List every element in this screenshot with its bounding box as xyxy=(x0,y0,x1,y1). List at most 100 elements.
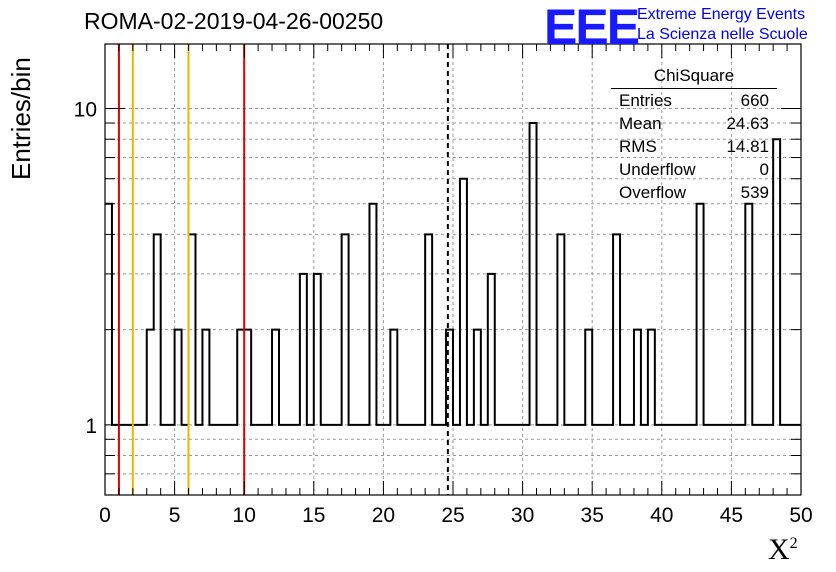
eee-logo: EEE xyxy=(544,0,640,55)
histogram-bin xyxy=(314,274,321,495)
histogram-bin xyxy=(474,330,481,495)
histogram-bin xyxy=(182,425,189,495)
histogram-bin xyxy=(620,425,627,495)
x-tick-label: 40 xyxy=(650,504,673,527)
histogram-bin xyxy=(634,330,641,495)
histogram-bin xyxy=(711,425,718,495)
histogram-bin xyxy=(168,425,175,495)
histogram-bin xyxy=(189,234,196,495)
histogram-bin xyxy=(599,425,606,495)
histogram-bin xyxy=(571,425,578,495)
x-tick-label: 45 xyxy=(720,504,743,527)
stats-row-mean: Mean 24.63 xyxy=(619,114,769,133)
x-tick-label: 20 xyxy=(372,504,395,527)
x-tick-label: 35 xyxy=(581,504,604,527)
histogram-bin xyxy=(349,425,356,495)
histogram-bin xyxy=(516,425,523,495)
histogram-bin xyxy=(655,425,662,495)
histogram-bin xyxy=(272,330,279,495)
x-tick-label: 30 xyxy=(511,504,534,527)
histogram-bin xyxy=(669,425,676,495)
histogram-bin xyxy=(613,234,620,495)
histogram-bin xyxy=(543,425,550,495)
histogram-bin xyxy=(606,425,613,495)
histogram-bin xyxy=(112,425,119,495)
histogram-bin xyxy=(369,204,376,495)
histogram-bin xyxy=(126,425,133,495)
histogram-bin xyxy=(119,425,126,495)
histogram-bin xyxy=(648,330,655,495)
histogram-bin xyxy=(223,425,230,495)
histogram-bin xyxy=(383,425,390,495)
histogram-bin xyxy=(460,179,467,495)
histogram-bin xyxy=(439,425,446,495)
histogram-bin xyxy=(662,425,669,495)
histogram-bin xyxy=(216,425,223,495)
histogram-bin xyxy=(523,425,530,495)
histogram-bin xyxy=(105,204,112,495)
y-axis-label: Entries/bin xyxy=(6,57,36,180)
histogram-bin xyxy=(432,425,439,495)
histogram-bin xyxy=(697,204,704,495)
histogram-bin xyxy=(175,330,182,495)
stats-row-entries: Entries 660 xyxy=(619,91,769,110)
histogram-bin xyxy=(759,425,766,495)
stats-row-rms: RMS 14.81 xyxy=(619,137,769,156)
histogram-bin xyxy=(230,425,237,495)
histogram-bin xyxy=(286,425,293,495)
histogram-bin xyxy=(509,425,516,495)
histogram-bin xyxy=(481,425,488,495)
histogram-bin xyxy=(133,425,140,495)
x-tick-label: 25 xyxy=(441,504,464,527)
x-axis-label: X2 xyxy=(768,533,798,566)
histogram-bin xyxy=(766,425,773,495)
histogram-bin xyxy=(641,425,648,495)
histogram-bin xyxy=(244,330,251,495)
histogram-bin xyxy=(335,425,342,495)
histogram-bin xyxy=(717,425,724,495)
histogram-bin xyxy=(140,425,147,495)
x-tick-label: 0 xyxy=(99,504,111,527)
histogram-bin xyxy=(251,425,258,495)
histogram-bin xyxy=(209,425,216,495)
histogram-bin xyxy=(279,425,286,495)
histogram-bin xyxy=(161,425,168,495)
histogram-bin xyxy=(328,425,335,495)
stats-row-overflow: Overflow 539 xyxy=(619,183,769,202)
histogram-bin xyxy=(356,425,363,495)
x-tick-label: 5 xyxy=(169,504,181,527)
histogram-bin xyxy=(293,425,300,495)
x-tick-label: 15 xyxy=(302,504,325,527)
histogram-bin xyxy=(376,425,383,495)
stats-row-underflow: Underflow 0 xyxy=(619,160,769,179)
histogram-bin xyxy=(265,425,272,495)
histogram-bin xyxy=(745,204,752,495)
run-title: ROMA-02-2019-04-26-00250 xyxy=(84,8,384,34)
histogram-bin xyxy=(731,425,738,495)
logo-line-2: La Scienza nelle Scuole xyxy=(637,26,808,43)
histogram-bin xyxy=(627,425,634,495)
histogram-bin xyxy=(154,234,161,495)
histogram-bin xyxy=(147,330,154,495)
y-tick-label: 1 xyxy=(85,415,97,438)
histogram-outline xyxy=(105,122,801,426)
y-tick-label: 10 xyxy=(74,99,97,122)
x-tick-label: 50 xyxy=(789,504,812,527)
histogram-bin xyxy=(390,330,397,495)
histogram-bin xyxy=(585,330,592,495)
histogram-bin xyxy=(537,425,544,495)
histogram-bin xyxy=(578,425,585,495)
histogram-bin xyxy=(530,123,537,495)
histogram-bin xyxy=(342,234,349,495)
histogram-bin xyxy=(425,234,432,495)
stats-box: ChiSquare Entries 660 Mean 24.63 RMS 14.81 … xyxy=(611,66,777,206)
histogram-bin xyxy=(397,425,404,495)
histogram-bin xyxy=(467,425,474,495)
histogram-bin xyxy=(787,425,794,495)
histogram-bin xyxy=(704,425,711,495)
histogram-bin xyxy=(321,425,328,495)
histogram-bin xyxy=(550,425,557,495)
histogram-bin xyxy=(557,234,564,495)
histogram-bin xyxy=(300,274,307,495)
